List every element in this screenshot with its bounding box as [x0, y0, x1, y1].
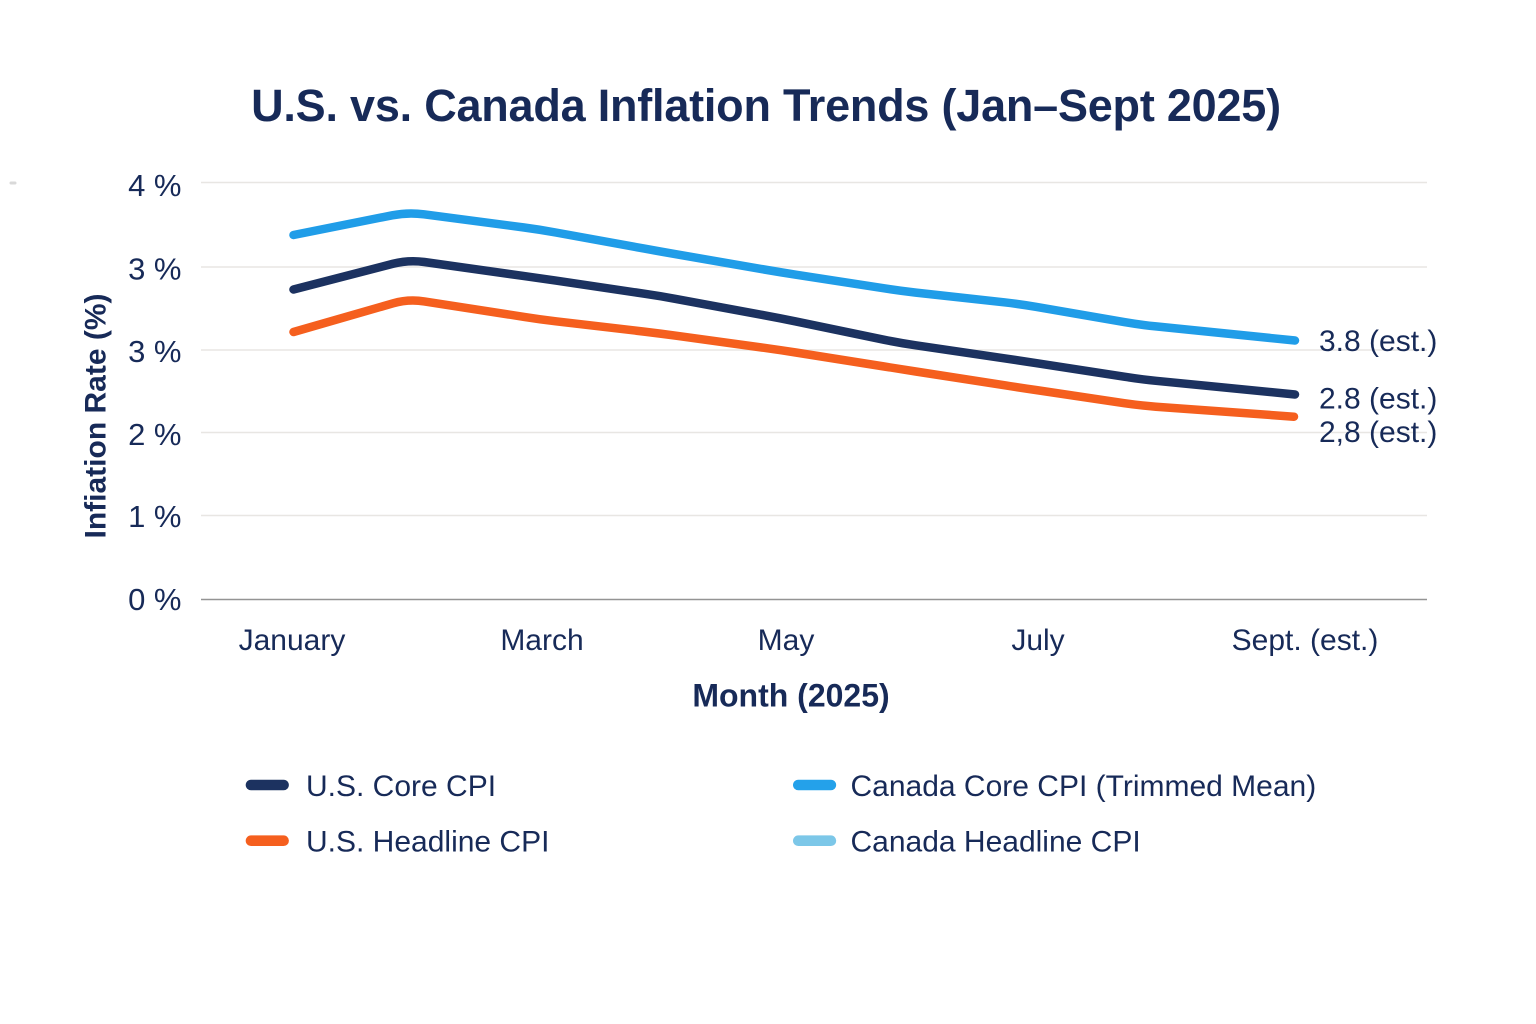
svg-text:U.S. vs. Canada Inflation Tren: U.S. vs. Canada Inflation Trends (Jan–Se… — [251, 80, 1281, 131]
svg-text:Infiation Rate (%): Infiation Rate (%) — [80, 294, 113, 539]
svg-text:Month (2025): Month (2025) — [692, 678, 889, 714]
svg-text:3 %: 3 % — [128, 251, 181, 286]
svg-text:3.8 (est.): 3.8 (est.) — [1319, 325, 1437, 358]
svg-text:2 %: 2 % — [128, 417, 181, 452]
svg-text:4 %: 4 % — [128, 168, 181, 203]
svg-text:March: March — [500, 624, 583, 657]
svg-text:1 %: 1 % — [128, 499, 181, 534]
svg-text:U.S. Core CPI: U.S. Core CPI — [306, 770, 496, 803]
svg-text:January: January — [239, 624, 346, 657]
svg-text:U.S. Headline CPI: U.S. Headline CPI — [306, 826, 549, 859]
svg-text:0 %: 0 % — [128, 582, 181, 617]
svg-text:May: May — [758, 624, 815, 657]
svg-text:Canada Headline CPI: Canada Headline CPI — [851, 826, 1141, 859]
svg-text:2,8 (est.): 2,8 (est.) — [1319, 416, 1437, 449]
svg-text:2.8 (est.): 2.8 (est.) — [1319, 383, 1437, 416]
svg-text:3 %: 3 % — [128, 334, 181, 369]
svg-text:July: July — [1011, 624, 1064, 657]
svg-text:Canada Core CPI (Trimmed Mean): Canada Core CPI (Trimmed Mean) — [851, 770, 1317, 803]
svg-text:Sept. (est.): Sept. (est.) — [1232, 624, 1379, 657]
